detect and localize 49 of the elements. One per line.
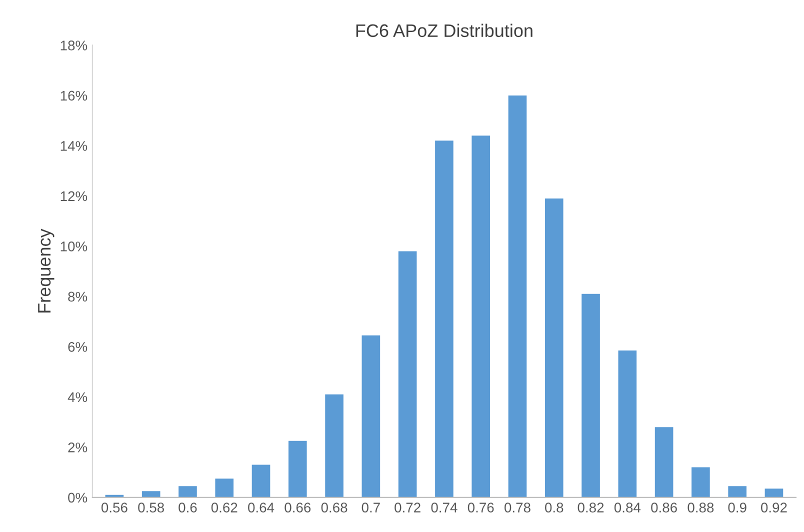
x-tick-label: 0.84: [614, 502, 641, 512]
y-tick-label: 18%: [60, 40, 88, 50]
y-tick-label: 10%: [60, 242, 88, 252]
x-tick-label: 0.9: [728, 502, 746, 512]
x-tick-label: 0.6: [178, 502, 197, 512]
bar: [764, 488, 784, 498]
y-axis-title: Frequency: [38, 228, 54, 312]
chart-title: FC6 APoZ Distribution: [356, 24, 532, 38]
bar: [654, 427, 674, 498]
x-tick-label: 0.7: [362, 502, 380, 512]
x-tick-label: 0.64: [248, 502, 274, 512]
bar: [142, 491, 160, 498]
y-tick-label: 12%: [60, 191, 88, 202]
x-tick-label: 0.82: [578, 502, 604, 512]
bar: [582, 294, 600, 498]
bar: [178, 486, 197, 498]
bar: [362, 335, 380, 498]
bar: [692, 467, 710, 498]
x-tick-label: 0.76: [468, 502, 494, 512]
x-tick-label: 0.66: [284, 502, 311, 512]
x-tick-label: 0.62: [211, 502, 238, 512]
y-tick-label: 4%: [68, 392, 88, 402]
x-tick-label: 0.8: [545, 502, 564, 512]
bar: [435, 140, 454, 498]
y-tick-label: 16%: [60, 90, 88, 101]
bar: [728, 486, 746, 498]
y-tick-label: 0%: [68, 492, 88, 503]
y-tick-label: 8%: [68, 292, 88, 302]
bar: [472, 136, 490, 498]
x-tick-label: 0.58: [138, 502, 164, 512]
bar: [215, 478, 234, 498]
bar: [544, 198, 564, 498]
y-tick-label: 14%: [60, 141, 88, 151]
x-tick-label: 0.86: [651, 502, 677, 512]
x-tick-label: 0.72: [394, 502, 420, 512]
y-tick-label: 6%: [68, 342, 88, 352]
x-tick-label: 0.78: [504, 502, 530, 512]
x-tick-label: 0.88: [688, 502, 714, 512]
y-tick-label: 2%: [68, 442, 88, 452]
x-tick-label: 0.92: [761, 502, 787, 512]
x-tick-label: 0.56: [101, 502, 128, 512]
bar: [288, 440, 307, 498]
bar: [325, 394, 344, 498]
bar: [398, 251, 417, 498]
bar: [252, 464, 270, 498]
x-tick-label: 0.74: [431, 502, 458, 512]
x-tick-label: 0.68: [321, 502, 348, 512]
bar: [618, 350, 637, 498]
bar: [508, 95, 527, 498]
